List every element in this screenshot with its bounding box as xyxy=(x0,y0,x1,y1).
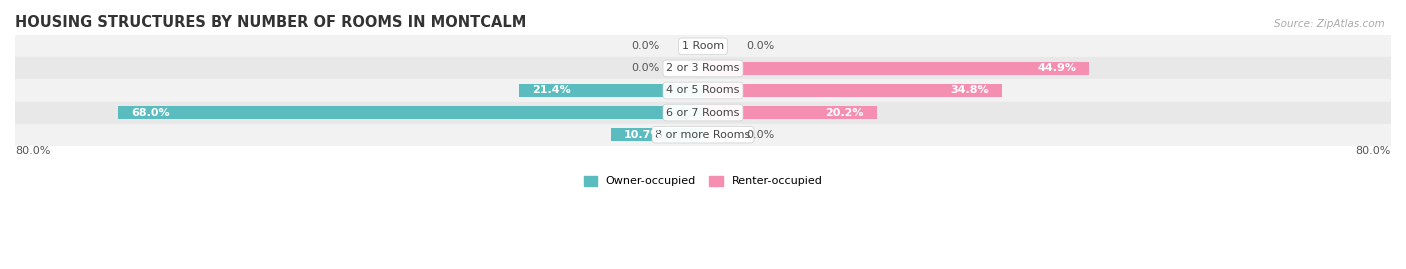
Bar xyxy=(519,84,703,97)
Text: 0.0%: 0.0% xyxy=(631,63,659,73)
Bar xyxy=(15,123,1391,146)
Bar xyxy=(703,62,1090,75)
Bar xyxy=(612,128,703,141)
Bar xyxy=(703,106,877,119)
Bar xyxy=(15,101,1391,123)
Text: 80.0%: 80.0% xyxy=(1355,146,1391,156)
Text: 34.8%: 34.8% xyxy=(950,86,990,95)
Bar xyxy=(703,84,1002,97)
Text: 20.2%: 20.2% xyxy=(825,108,863,118)
Text: 21.4%: 21.4% xyxy=(531,86,571,95)
Text: 44.9%: 44.9% xyxy=(1038,63,1076,73)
Text: 1 Room: 1 Room xyxy=(682,41,724,51)
Text: 0.0%: 0.0% xyxy=(747,130,775,140)
Text: 80.0%: 80.0% xyxy=(15,146,51,156)
Text: HOUSING STRUCTURES BY NUMBER OF ROOMS IN MONTCALM: HOUSING STRUCTURES BY NUMBER OF ROOMS IN… xyxy=(15,15,526,30)
Text: 6 or 7 Rooms: 6 or 7 Rooms xyxy=(666,108,740,118)
Bar xyxy=(15,35,1391,57)
Legend: Owner-occupied, Renter-occupied: Owner-occupied, Renter-occupied xyxy=(583,176,823,186)
Text: 4 or 5 Rooms: 4 or 5 Rooms xyxy=(666,86,740,95)
Text: Source: ZipAtlas.com: Source: ZipAtlas.com xyxy=(1274,19,1385,29)
Text: 8 or more Rooms: 8 or more Rooms xyxy=(655,130,751,140)
Bar xyxy=(118,106,703,119)
Text: 0.0%: 0.0% xyxy=(747,41,775,51)
Text: 68.0%: 68.0% xyxy=(131,108,170,118)
Text: 10.7%: 10.7% xyxy=(624,130,662,140)
Text: 2 or 3 Rooms: 2 or 3 Rooms xyxy=(666,63,740,73)
Text: 0.0%: 0.0% xyxy=(631,41,659,51)
Bar xyxy=(15,79,1391,101)
Bar xyxy=(15,57,1391,79)
